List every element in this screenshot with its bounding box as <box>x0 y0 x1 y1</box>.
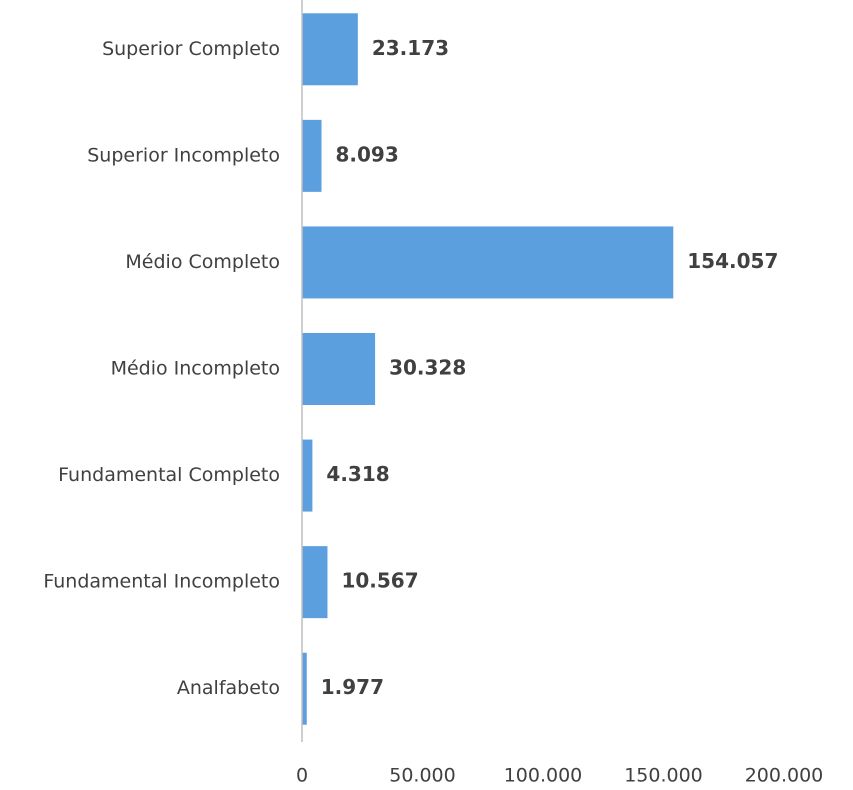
x-tick-label: 150.000 <box>624 765 703 787</box>
bar <box>302 439 313 512</box>
x-tick-label: 100.000 <box>504 765 583 787</box>
value-label: 30.328 <box>389 356 466 380</box>
value-label: 10.567 <box>341 569 418 593</box>
x-tick-label: 0 <box>296 765 308 787</box>
y-tick-label: Superior Completo <box>102 38 280 60</box>
value-label: 154.057 <box>687 249 778 273</box>
y-tick-label: Superior Incompleto <box>87 144 280 166</box>
value-label: 8.093 <box>336 142 399 166</box>
y-tick-label: Fundamental Completo <box>58 464 280 486</box>
bar <box>302 546 328 619</box>
y-tick-label: Médio Incompleto <box>111 358 280 380</box>
bar <box>302 652 307 725</box>
value-label: 23.173 <box>372 36 449 60</box>
x-tick-label: 50.000 <box>389 765 455 787</box>
y-tick-label: Médio Completo <box>125 251 280 273</box>
bar <box>302 333 376 405</box>
bar <box>302 13 358 86</box>
bar <box>302 119 322 192</box>
x-tick-label: 200.000 <box>745 765 824 787</box>
value-label: 1.977 <box>321 675 384 699</box>
value-label: 4.318 <box>326 462 389 486</box>
bar <box>302 226 674 299</box>
y-tick-label: Analfabeto <box>177 677 280 699</box>
y-tick-label: Fundamental Incompleto <box>43 571 280 593</box>
